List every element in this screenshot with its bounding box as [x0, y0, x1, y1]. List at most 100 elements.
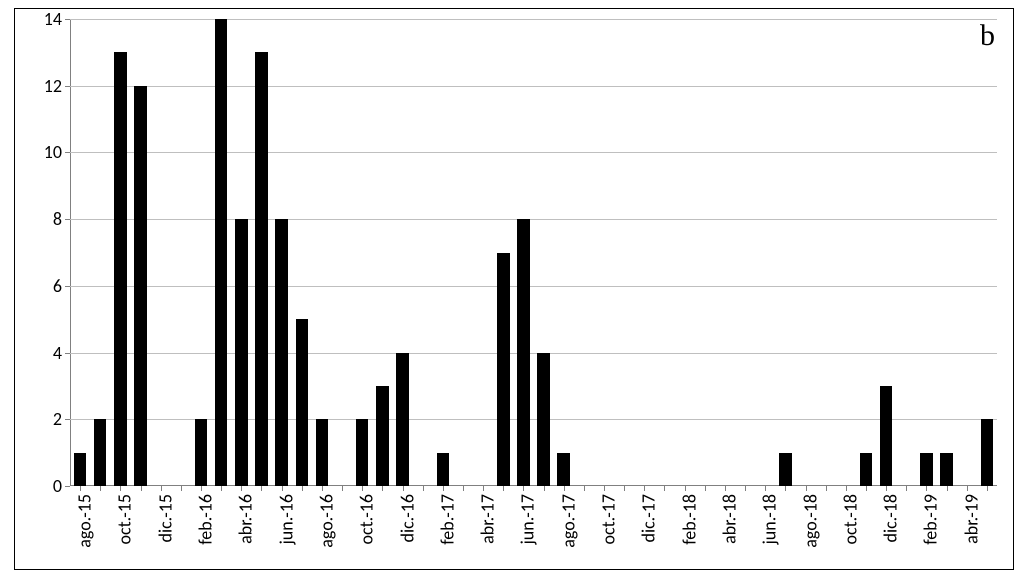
x-tick-mark [947, 486, 948, 491]
bar [316, 419, 328, 486]
bar [356, 419, 368, 486]
x-tick-mark [604, 486, 605, 491]
gridline [70, 353, 997, 354]
x-tick-mark [785, 486, 786, 491]
chart-plot-area: 02468101214ago.-15oct.-15dic.-15feb.-16a… [70, 19, 997, 486]
gridline [70, 86, 997, 87]
x-tick-mark [826, 486, 827, 491]
x-tick-label: ago.-15 [74, 494, 96, 548]
bar [396, 353, 408, 486]
panel-label: b [980, 19, 995, 53]
x-tick-label: oct.-15 [114, 494, 136, 544]
x-tick-label: abr.-16 [235, 494, 257, 544]
x-tick-label: dic.-18 [880, 494, 902, 543]
y-tick-label: 6 [53, 275, 70, 297]
x-tick-mark [403, 486, 404, 491]
x-tick-mark [80, 486, 81, 491]
x-tick-mark [221, 486, 222, 491]
y-tick-label: 0 [53, 475, 70, 497]
x-tick-mark [967, 486, 968, 491]
x-tick-mark [906, 486, 907, 491]
x-tick-mark [342, 486, 343, 491]
bar [195, 419, 207, 486]
bar [296, 319, 308, 486]
y-tick-label: 4 [53, 342, 70, 364]
gridline [70, 219, 997, 220]
bar [517, 219, 529, 486]
x-tick-mark [443, 486, 444, 491]
x-tick-mark [120, 486, 121, 491]
x-tick-label: feb.-18 [678, 494, 700, 545]
x-tick-label: dic.-16 [396, 494, 418, 543]
y-tick-label: 10 [44, 141, 70, 163]
x-tick-label: dic.-17 [638, 494, 660, 543]
gridline [70, 19, 997, 20]
bar [134, 86, 146, 486]
x-tick-mark [886, 486, 887, 491]
x-tick-label: ago.-17 [557, 494, 579, 548]
x-tick-mark [685, 486, 686, 491]
x-tick-mark [100, 486, 101, 491]
x-tick-label: oct.-16 [356, 494, 378, 544]
x-tick-mark [705, 486, 706, 491]
x-tick-label: ago.-18 [799, 494, 821, 548]
bar [114, 52, 126, 486]
bar [860, 453, 872, 486]
y-tick-label: 2 [53, 408, 70, 430]
bar [74, 453, 86, 486]
x-tick-mark [201, 486, 202, 491]
x-tick-mark [423, 486, 424, 491]
x-tick-label: abr.-17 [477, 494, 499, 544]
bar [779, 453, 791, 486]
bar [880, 386, 892, 486]
bar [215, 19, 227, 486]
x-tick-mark [141, 486, 142, 491]
bar [920, 453, 932, 486]
bar [376, 386, 388, 486]
x-tick-mark [846, 486, 847, 491]
x-tick-mark [302, 486, 303, 491]
x-tick-mark [664, 486, 665, 491]
bar [255, 52, 267, 486]
x-tick-label: abr.-18 [719, 494, 741, 544]
x-tick-mark [322, 486, 323, 491]
x-tick-label: dic.-15 [154, 494, 176, 543]
x-tick-label: jun.-17 [517, 494, 539, 545]
bar [235, 219, 247, 486]
x-tick-mark [523, 486, 524, 491]
bar [981, 419, 993, 486]
x-tick-mark [644, 486, 645, 491]
x-tick-mark [745, 486, 746, 491]
x-tick-mark [624, 486, 625, 491]
bar [437, 453, 449, 486]
chart-frame: 0 2 4 6 8 10 12 14 ago.-15 oct.-15 dic.-15 feb.-16 a… [14, 8, 1014, 570]
bar [940, 453, 952, 486]
y-tick-label: 14 [44, 8, 70, 30]
x-tick-mark [584, 486, 585, 491]
x-tick-mark [564, 486, 565, 491]
x-axis-line [70, 485, 997, 486]
x-tick-mark [926, 486, 927, 491]
x-tick-mark [181, 486, 182, 491]
x-tick-mark [161, 486, 162, 491]
y-tick-label: 12 [44, 75, 70, 97]
x-tick-mark [765, 486, 766, 491]
x-tick-mark [282, 486, 283, 491]
bar [497, 253, 509, 487]
x-tick-label: oct.-18 [840, 494, 862, 544]
bar [275, 219, 287, 486]
x-tick-label: jun.-18 [759, 494, 781, 545]
gridline [70, 286, 997, 287]
gridline [70, 152, 997, 153]
x-tick-mark [725, 486, 726, 491]
x-tick-label: abr.-19 [960, 494, 982, 544]
x-tick-mark [806, 486, 807, 491]
bar [537, 353, 549, 486]
x-tick-label: feb.-19 [920, 494, 942, 545]
x-tick-mark [362, 486, 363, 491]
x-tick-label: oct.-17 [598, 494, 620, 544]
x-tick-label: feb.-17 [437, 494, 459, 545]
x-tick-mark [463, 486, 464, 491]
y-tick-label: 8 [53, 208, 70, 230]
x-tick-label: feb.-16 [195, 494, 217, 545]
